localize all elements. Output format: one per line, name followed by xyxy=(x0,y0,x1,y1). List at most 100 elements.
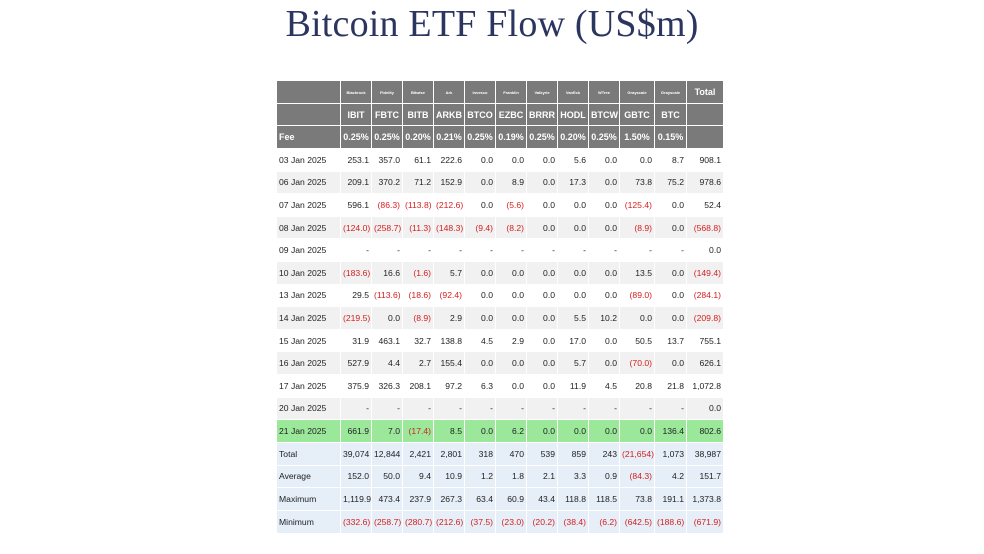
flow-cell: - xyxy=(558,397,588,420)
summary-cell: (188.6) xyxy=(655,511,686,533)
fee-value: 0.20% xyxy=(558,126,588,148)
issuer-name: Bitwise xyxy=(403,81,433,103)
row-date: 16 Jan 2025 xyxy=(277,352,340,374)
flow-cell: 0.0 xyxy=(589,216,619,239)
flow-cell: (86.3) xyxy=(372,194,402,216)
row-date: 21 Jan 2025 xyxy=(277,420,340,442)
fee-row: Fee 0.25% 0.25% 0.20% 0.21% 0.25% 0.19% 0.25% 0… xyxy=(277,126,723,148)
flow-cell: 0.0 xyxy=(655,352,686,374)
flow-cell: 0.0 xyxy=(527,149,557,171)
table-row: 21 Jan 2025 661.9 7.0 (17.4) 8.5 0.0 6.2 0.0 0.0… xyxy=(277,420,723,442)
flow-cell: (125.4) xyxy=(620,194,654,216)
flow-cell: (8.9) xyxy=(403,307,433,329)
ticker-header-row: IBIT FBTC BITB ARKB BTCO EZBC BRRR HODL BTCW GBTC… xyxy=(277,104,723,125)
fee-value: 0.25% xyxy=(589,126,619,148)
total-column-header: Total xyxy=(687,81,723,103)
flow-cell: 20.8 xyxy=(620,374,654,397)
table-row: 06 Jan 2025 209.1 370.2 71.2 152.9 0.0 8.9 0.0 1… xyxy=(277,171,723,194)
flow-cell: 152.9 xyxy=(434,171,464,194)
flow-cell: 0.0 xyxy=(465,171,495,194)
issuer-name: Grayscale xyxy=(655,81,686,103)
flow-cell: 8.7 xyxy=(655,149,686,171)
flow-cell: 5.7 xyxy=(558,352,588,374)
flow-cell: 17.3 xyxy=(558,171,588,194)
flow-cell: 0.0 xyxy=(496,149,526,171)
summary-cell: 539 xyxy=(527,442,557,465)
flow-cell: (212.6) xyxy=(434,194,464,216)
flow-cell: 0.0 xyxy=(558,194,588,216)
summary-cell: 267.3 xyxy=(434,488,464,511)
summary-cell: 10.9 xyxy=(434,465,464,488)
flow-cell: 11.9 xyxy=(558,374,588,397)
summary-cell: 152.0 xyxy=(341,465,371,488)
summary-cell: 470 xyxy=(496,442,526,465)
flow-cell: 0.0 xyxy=(527,307,557,329)
row-total-cell: (209.8) xyxy=(687,307,723,329)
summary-cell: 237.9 xyxy=(403,488,433,511)
flow-cell: - xyxy=(558,239,588,261)
summary-cell: 243 xyxy=(589,442,619,465)
flow-cell: - xyxy=(620,239,654,261)
ticker-header: FBTC xyxy=(372,104,402,125)
flow-cell: 0.0 xyxy=(496,261,526,284)
table-row: 15 Jan 2025 31.9 463.1 32.7 138.8 4.5 2.9 0.0 17… xyxy=(277,329,723,352)
flow-cell: 8.9 xyxy=(496,171,526,194)
summary-cell: (642.5) xyxy=(620,511,654,533)
flow-cell: 75.2 xyxy=(655,171,686,194)
fee-value: 0.25% xyxy=(341,126,371,148)
table-row: 10 Jan 2025 (183.6) 16.6 (1.6) 5.7 0.0 0.0 0.0 0… xyxy=(277,261,723,284)
page-title: Bitcoin ETF Flow (US$m) xyxy=(285,3,699,45)
flow-cell: 10.2 xyxy=(589,307,619,329)
flow-cell: 326.3 xyxy=(372,374,402,397)
flow-cell: 0.0 xyxy=(620,149,654,171)
flow-cell: 0.0 xyxy=(527,329,557,352)
issuer-name: Blackrock xyxy=(341,81,371,103)
flow-cell: - xyxy=(372,239,402,261)
flow-cell: - xyxy=(403,239,433,261)
row-date: 13 Jan 2025 xyxy=(277,284,340,307)
flow-cell: 527.9 xyxy=(341,352,371,374)
row-date: 14 Jan 2025 xyxy=(277,307,340,329)
summary-cell: 2,421 xyxy=(403,442,433,465)
flow-cell: 253.1 xyxy=(341,149,371,171)
fee-value: 0.19% xyxy=(496,126,526,148)
fee-value: 1.50% xyxy=(620,126,654,148)
summary-cell: 38,987 xyxy=(687,442,723,465)
summary-cell: 1.8 xyxy=(496,465,526,488)
row-total-cell: 755.1 xyxy=(687,329,723,352)
summary-cell: 3.3 xyxy=(558,465,588,488)
flow-cell: 0.0 xyxy=(496,374,526,397)
ticker-header: BTCW xyxy=(589,104,619,125)
issuer-corner-cell xyxy=(277,81,340,103)
flow-cell: 21.8 xyxy=(655,374,686,397)
row-total-cell: 626.1 xyxy=(687,352,723,374)
flow-cell: 0.0 xyxy=(527,171,557,194)
flow-cell: 0.0 xyxy=(465,194,495,216)
flow-cell: 463.1 xyxy=(372,329,402,352)
summary-cell: (212.6) xyxy=(434,511,464,533)
summary-cell: 4.2 xyxy=(655,465,686,488)
ticker-header: BRRR xyxy=(527,104,557,125)
flow-cell: 2.7 xyxy=(403,352,433,374)
flow-cell: 0.0 xyxy=(465,420,495,442)
flow-cell: 0.0 xyxy=(372,307,402,329)
issuer-name: Valkyrie xyxy=(527,81,557,103)
summary-cell: 118.8 xyxy=(558,488,588,511)
ticker-header: BITB xyxy=(403,104,433,125)
fee-value: 0.25% xyxy=(372,126,402,148)
summary-cell: 63.4 xyxy=(465,488,495,511)
ticker-header: EZBC xyxy=(496,104,526,125)
flow-cell: (18.6) xyxy=(403,284,433,307)
flow-cell: - xyxy=(589,397,619,420)
row-total-cell: 802.6 xyxy=(687,420,723,442)
daily-flow-rows: 03 Jan 2025 253.1 357.0 61.1 222.6 0.0 0.0 0.0 5… xyxy=(277,149,723,442)
flow-cell: 16.6 xyxy=(372,261,402,284)
row-total-cell: (568.8) xyxy=(687,216,723,239)
issuer-name: Ark xyxy=(434,81,464,103)
flow-cell: 596.1 xyxy=(341,194,371,216)
flow-cell: 0.0 xyxy=(496,307,526,329)
flow-cell: 0.0 xyxy=(655,216,686,239)
summary-cell: (37.5) xyxy=(465,511,495,533)
flow-cell: - xyxy=(620,397,654,420)
flow-cell: - xyxy=(434,239,464,261)
